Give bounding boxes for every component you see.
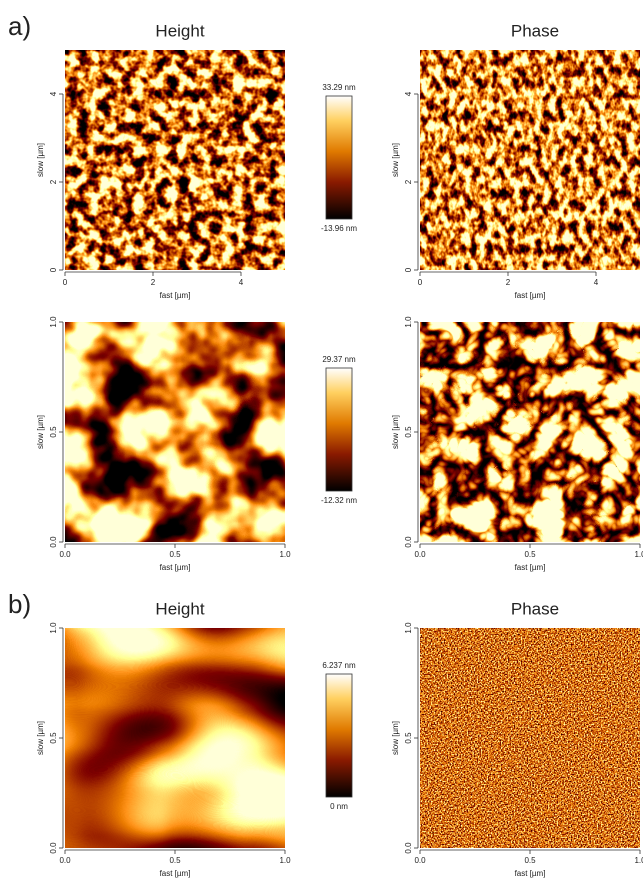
x-tick-label: 0.5	[524, 550, 536, 559]
x-tick-label: 4	[239, 278, 244, 287]
y-axis-label: slow [µm]	[36, 415, 45, 449]
y-axis-label: slow [µm]	[391, 415, 400, 449]
y-tick-label: 4	[404, 91, 413, 96]
colorbar-min: -12.32 nm	[321, 496, 357, 505]
afm-image	[420, 322, 640, 542]
panel-label: b)	[8, 589, 31, 619]
x-tick-label: 4	[594, 278, 599, 287]
x-tick-label: 2	[151, 278, 156, 287]
x-tick-label: 2	[506, 278, 511, 287]
y-axis-label: slow [µm]	[391, 143, 400, 177]
x-tick-label: 0.5	[169, 550, 181, 559]
x-axis-label: fast [µm]	[160, 563, 191, 572]
afm-image	[65, 50, 285, 270]
x-tick-label: 0.0	[414, 856, 426, 865]
y-axis-label: slow [µm]	[36, 143, 45, 177]
x-tick-label: 0.0	[414, 550, 426, 559]
afm-image	[420, 50, 640, 270]
image-title: Height	[155, 21, 204, 40]
x-axis-label: fast [µm]	[515, 869, 546, 878]
x-tick-label: 0.0	[59, 550, 71, 559]
image-title: Phase	[511, 599, 559, 618]
y-tick-label: 0.5	[49, 426, 58, 438]
afm-image	[65, 628, 285, 848]
y-tick-label: 0.5	[49, 732, 58, 744]
afm-image	[420, 628, 640, 848]
y-tick-label: 0.0	[49, 536, 58, 548]
x-tick-label: 0.5	[524, 856, 536, 865]
y-tick-label: 0.0	[404, 536, 413, 548]
x-tick-label: 0.0	[59, 856, 71, 865]
colorbar-max: 29.37 nm	[322, 355, 356, 364]
colorbar	[326, 368, 352, 491]
figure: a) Height Phase 0 2 4 0 2 4 fast [µm] slow [µm] 0 2 4…	[0, 0, 643, 888]
y-tick-label: 0.5	[404, 426, 413, 438]
y-tick-label: 1.0	[404, 622, 413, 634]
colorbar	[326, 674, 352, 797]
colorbar-min: 0 nm	[330, 802, 348, 811]
x-tick-label: 1.0	[634, 550, 643, 559]
y-tick-label: 4	[49, 91, 58, 96]
y-tick-label: 2	[404, 179, 413, 184]
x-tick-label: 0	[63, 278, 68, 287]
x-tick-label: 1.0	[279, 550, 291, 559]
y-tick-label: 1.0	[49, 316, 58, 328]
y-tick-label: 0.0	[404, 842, 413, 854]
image-title: Height	[155, 599, 204, 618]
afm-image	[65, 322, 285, 542]
x-tick-label: 1.0	[279, 856, 291, 865]
y-tick-label: 0.5	[404, 732, 413, 744]
y-tick-label: 0.0	[49, 842, 58, 854]
y-tick-label: 0	[49, 267, 58, 272]
y-axis-label: slow [µm]	[391, 721, 400, 755]
x-tick-label: 1.0	[634, 856, 643, 865]
colorbar-min: -13.96 nm	[321, 224, 357, 233]
x-axis-label: fast [µm]	[515, 291, 546, 300]
colorbar	[326, 96, 352, 219]
image-title: Phase	[511, 21, 559, 40]
y-tick-label: 1.0	[49, 622, 58, 634]
x-tick-label: 0	[418, 278, 423, 287]
x-axis-label: fast [µm]	[160, 869, 191, 878]
x-axis-label: fast [µm]	[515, 563, 546, 572]
x-tick-label: 0.5	[169, 856, 181, 865]
colorbar-max: 6.237 nm	[322, 661, 356, 670]
colorbar-max: 33.29 nm	[322, 83, 356, 92]
y-axis-label: slow [µm]	[36, 721, 45, 755]
y-tick-label: 2	[49, 179, 58, 184]
x-axis-label: fast [µm]	[160, 291, 191, 300]
y-tick-label: 1.0	[404, 316, 413, 328]
y-tick-label: 0	[404, 267, 413, 272]
panel-label: a)	[8, 11, 31, 41]
